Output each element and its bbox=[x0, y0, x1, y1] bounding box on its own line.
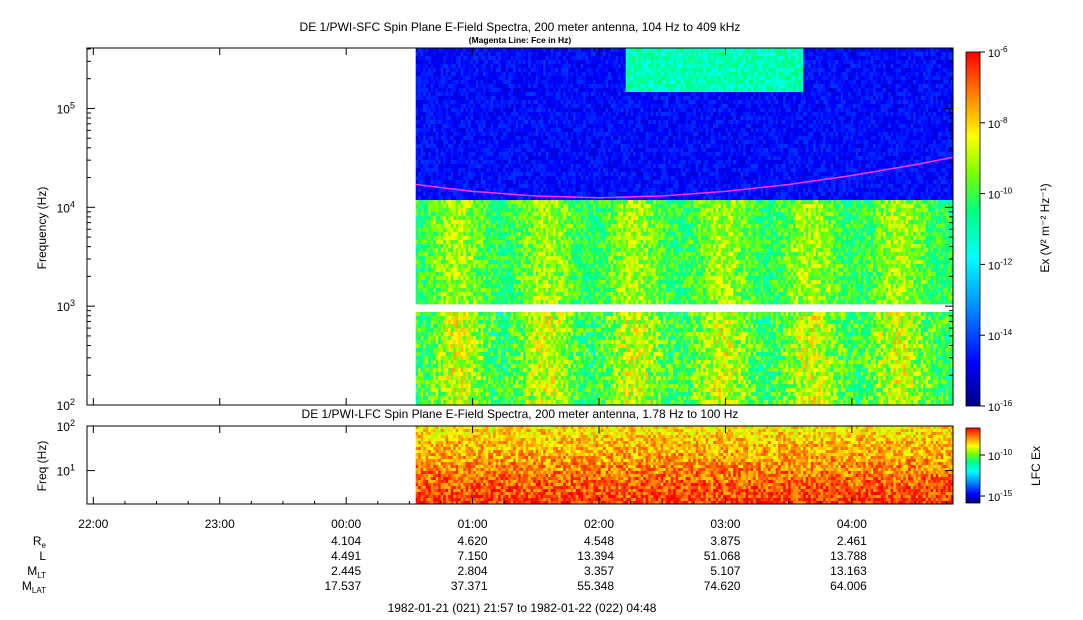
ephemeris-value: 3.357 bbox=[584, 564, 614, 578]
x-tick-label: 03:00 bbox=[710, 517, 740, 531]
x-tick-label: 01:00 bbox=[458, 517, 488, 531]
ephemeris-value: 7.150 bbox=[458, 549, 488, 563]
bottom-colorbar-ticks: 10-10 10-15 bbox=[980, 448, 1013, 504]
ephemeris-row-label: L bbox=[39, 549, 46, 563]
top-colorbar-tick-label: 10-16 bbox=[988, 399, 1013, 414]
ephemeris-value: 13.394 bbox=[577, 549, 614, 563]
ephemeris-value: 13.788 bbox=[830, 549, 867, 563]
top-y-tick-label: 103 bbox=[57, 298, 75, 314]
ephemeris-value: 2.804 bbox=[458, 564, 488, 578]
top-y-tick-label: 105 bbox=[57, 100, 75, 116]
ephemeris-value: 5.107 bbox=[710, 564, 740, 578]
ephemeris-value: 4.548 bbox=[584, 534, 614, 548]
top-colorbar-tick-label: 10-8 bbox=[988, 116, 1008, 131]
top-panel-subtitle: (Magenta Line: Fce in Hz) bbox=[469, 35, 572, 45]
ephemeris-value: 4.491 bbox=[331, 549, 361, 563]
bottom-colorbar-label: LFC Ex bbox=[1029, 446, 1043, 486]
ephemeris-value: 13.163 bbox=[830, 564, 867, 578]
bottom-colorbar bbox=[965, 427, 981, 504]
top-plot-frame bbox=[86, 47, 954, 406]
ephemeris-value: 51.068 bbox=[704, 549, 741, 563]
x-tick-label: 02:00 bbox=[584, 517, 614, 531]
bottom-spectrogram bbox=[415, 426, 953, 504]
top-y-axis-label: Frequency (Hz) bbox=[35, 187, 49, 270]
ephemeris-value: 4.620 bbox=[458, 534, 488, 548]
top-y-tick-label: 102 bbox=[57, 397, 75, 413]
ephemeris-value: 37.371 bbox=[451, 579, 488, 593]
fce-line bbox=[415, 156, 953, 199]
top-colorbar-ticks: 10-6 10-8 10-10 10-12 10-14 10-16 bbox=[980, 45, 1013, 414]
top-colorbar-label: Ex (V² m⁻² Hz⁻¹) bbox=[1038, 183, 1052, 272]
ephemeris-value: 17.537 bbox=[324, 579, 361, 593]
top-colorbar bbox=[965, 51, 981, 407]
ephemeris-value: 4.104 bbox=[331, 534, 361, 548]
ephemeris-row-label: MLT bbox=[27, 564, 46, 580]
x-tick-label: 23:00 bbox=[205, 517, 235, 531]
ephemeris-value: 2.461 bbox=[837, 534, 867, 548]
top-spectrogram bbox=[415, 48, 953, 405]
time-range: 1982-01-21 (021) 21:57 to 1982-01-22 (02… bbox=[388, 601, 657, 615]
ephemeris-value: 74.620 bbox=[704, 579, 741, 593]
top-colorbar-tick-label: 10-12 bbox=[988, 257, 1013, 272]
ephemeris-row-label: MLAT bbox=[22, 579, 46, 595]
ephemeris-value: 55.348 bbox=[577, 579, 614, 593]
bottom-colorbar-tick-label: 10-15 bbox=[988, 489, 1013, 504]
ephemeris-value: 2.445 bbox=[331, 564, 361, 578]
ephemeris-value: 64.006 bbox=[830, 579, 867, 593]
ephemeris-table: Re 4.104 4.620 4.548 3.875 2.461 L 4.491 7.150 13… bbox=[22, 534, 867, 595]
x-tick-label: 22:00 bbox=[78, 517, 108, 531]
bottom-y-axis-label: Freq (Hz) bbox=[35, 441, 49, 492]
top-colorbar-tick-label: 10-6 bbox=[988, 45, 1008, 60]
bottom-y-tick-label: 102 bbox=[57, 418, 75, 434]
x-axis: 22:00 23:00 00:00 01:00 02:00 03:00 04:00 bbox=[78, 48, 948, 531]
ephemeris-value: 3.875 bbox=[710, 534, 740, 548]
bottom-plot-frame bbox=[86, 425, 954, 505]
top-colorbar-tick-label: 10-10 bbox=[988, 187, 1013, 202]
top-colorbar-tick-label: 10-14 bbox=[988, 328, 1013, 343]
top-y-tick-label: 104 bbox=[57, 199, 75, 215]
top-panel-title: DE 1/PWI-SFC Spin Plane E-Field Spectra,… bbox=[300, 20, 741, 34]
x-tick-label: 04:00 bbox=[837, 517, 867, 531]
ephemeris-row-label: Re bbox=[33, 534, 47, 550]
bottom-panel-title: DE 1/PWI-LFC Spin Plane E-Field Spectra,… bbox=[302, 407, 739, 421]
bottom-colorbar-tick-label: 10-10 bbox=[988, 448, 1013, 463]
bottom-y-tick-label: 101 bbox=[57, 463, 75, 479]
x-tick-label: 00:00 bbox=[331, 517, 361, 531]
